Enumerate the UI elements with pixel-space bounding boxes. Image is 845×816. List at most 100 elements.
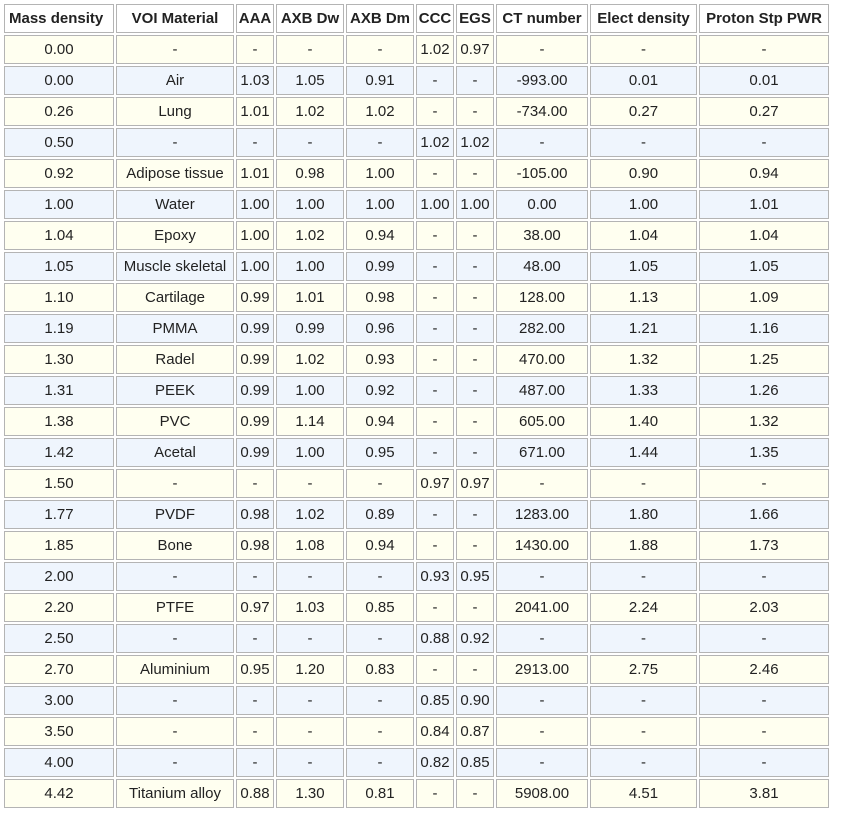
table-cell: - (276, 686, 344, 715)
table-cell: - (116, 128, 234, 157)
table-cell: 1.05 (4, 252, 114, 281)
table-cell: 1.05 (276, 66, 344, 95)
table-cell: 2041.00 (496, 593, 588, 622)
table-cell: 1.00 (276, 376, 344, 405)
table-cell: 1.44 (590, 438, 697, 467)
table-cell: - (456, 97, 494, 126)
table-row: 1.85 Bone 0.98 1.08 0.94- -1430.00 1.88 1.73 (4, 531, 829, 560)
table-cell: 0.97 (456, 35, 494, 64)
table-row: 1.42 Acetal 0.99 1.00 0.95- -671.00 1.44 1.35 (4, 438, 829, 467)
table-cell: Muscle skeletal (116, 252, 234, 281)
table-cell: 0.97 (416, 469, 454, 498)
table-cell: - (416, 345, 454, 374)
table-cell: - (590, 128, 697, 157)
table-cell: 0.87 (456, 717, 494, 746)
table-cell: 5908.00 (496, 779, 588, 808)
table-cell: 1.05 (590, 252, 697, 281)
table-cell: 2.70 (4, 655, 114, 684)
table-cell: 1.25 (699, 345, 829, 374)
table-cell: 0.01 (590, 66, 697, 95)
table-cell: 1.02 (346, 97, 414, 126)
table-cell: 0.26 (4, 97, 114, 126)
table-row: 1.50- - - -0.97 0.97- - - (4, 469, 829, 498)
table-cell: Acetal (116, 438, 234, 467)
table-cell: - (456, 438, 494, 467)
table-cell: - (456, 376, 494, 405)
table-cell: 0.94 (346, 407, 414, 436)
table-cell: - (416, 252, 454, 281)
column-header: Proton Stp PWR (699, 4, 829, 33)
table-cell: 2.03 (699, 593, 829, 622)
table-cell: Epoxy (116, 221, 234, 250)
table-cell: 0.99 (236, 438, 274, 467)
table-cell: - (456, 252, 494, 281)
column-header: AXB Dm (346, 4, 414, 33)
table-row: 1.31 PEEK 0.99 1.00 0.92- -487.00 1.33 1.26 (4, 376, 829, 405)
table-cell: - (416, 283, 454, 312)
table-cell: - (276, 128, 344, 157)
table-row: 1.00 Water 1.00 1.00 1.00 1.00 1.00 0.00 1.00 1.0… (4, 190, 829, 219)
table-cell: 1.10 (4, 283, 114, 312)
table-cell: 0.94 (346, 221, 414, 250)
table-row: 0.50- - - -1.02 1.02- - - (4, 128, 829, 157)
table-cell: 1.04 (590, 221, 697, 250)
table-cell: 0.99 (236, 314, 274, 343)
table-cell: 0.92 (346, 376, 414, 405)
table-cell: 1283.00 (496, 500, 588, 529)
table-cell: - (276, 35, 344, 64)
column-header: AXB Dw (276, 4, 344, 33)
table-cell: 1.16 (699, 314, 829, 343)
data-table: Mass density VOI Material AAA AXB Dw AXB Dm C… (2, 2, 831, 810)
table-cell: 0.92 (4, 159, 114, 188)
table-cell: 0.98 (236, 531, 274, 560)
table-cell: 0.97 (456, 469, 494, 498)
table-row: 1.04 Epoxy 1.00 1.02 0.94- -38.00 1.04 1.04 (4, 221, 829, 250)
table-cell: 1.73 (699, 531, 829, 560)
table-cell: 38.00 (496, 221, 588, 250)
column-header: VOI Material (116, 4, 234, 33)
table-cell: 1.00 (4, 190, 114, 219)
table-cell: PVDF (116, 500, 234, 529)
table-cell: 1.01 (236, 97, 274, 126)
table-row: 2.20 PTFE 0.97 1.03 0.85- -2041.00 2.24 2.03 (4, 593, 829, 622)
table-cell: - (116, 562, 234, 591)
table-cell: 1.31 (4, 376, 114, 405)
table-cell: 2.00 (4, 562, 114, 591)
column-header: EGS (456, 4, 494, 33)
table-cell: 1.26 (699, 376, 829, 405)
table-cell: 0.98 (276, 159, 344, 188)
table-cell: - (416, 97, 454, 126)
table-cell: 2.24 (590, 593, 697, 622)
table-cell: 1.02 (416, 35, 454, 64)
table-row: 1.05 Muscle skeletal 1.00 1.00 0.99- -48.00 1.… (4, 252, 829, 281)
table-cell: 1.05 (699, 252, 829, 281)
table-cell: 1.30 (4, 345, 114, 374)
table-cell: - (276, 748, 344, 777)
table-cell: - (416, 531, 454, 560)
table-cell: 487.00 (496, 376, 588, 405)
table-body: 0.00- - - -1.02 0.97- - -0.00 Air 1.03 1.05 0.91- -… (4, 35, 829, 808)
table-cell: 0.01 (699, 66, 829, 95)
table-cell: 0.85 (416, 686, 454, 715)
table-cell: 0.95 (236, 655, 274, 684)
table-cell: - (590, 717, 697, 746)
table-cell: - (456, 314, 494, 343)
table-cell: - (496, 717, 588, 746)
table-cell: - (456, 159, 494, 188)
table-cell: 1.42 (4, 438, 114, 467)
table-cell: -993.00 (496, 66, 588, 95)
table-cell: 0.94 (346, 531, 414, 560)
table-cell: 1.00 (236, 190, 274, 219)
table-cell: - (699, 562, 829, 591)
table-cell: - (416, 221, 454, 250)
table-cell: - (456, 779, 494, 808)
table-cell: 1.08 (276, 531, 344, 560)
table-row: 0.26 Lung 1.01 1.02 1.02- - -734.00 0.27 0.27 (4, 97, 829, 126)
table-cell: - (276, 717, 344, 746)
table-cell: 0.90 (456, 686, 494, 715)
table-cell: 470.00 (496, 345, 588, 374)
table-cell: 1.50 (4, 469, 114, 498)
table-cell: 0.81 (346, 779, 414, 808)
table-cell: 3.50 (4, 717, 114, 746)
table-cell: 3.00 (4, 686, 114, 715)
